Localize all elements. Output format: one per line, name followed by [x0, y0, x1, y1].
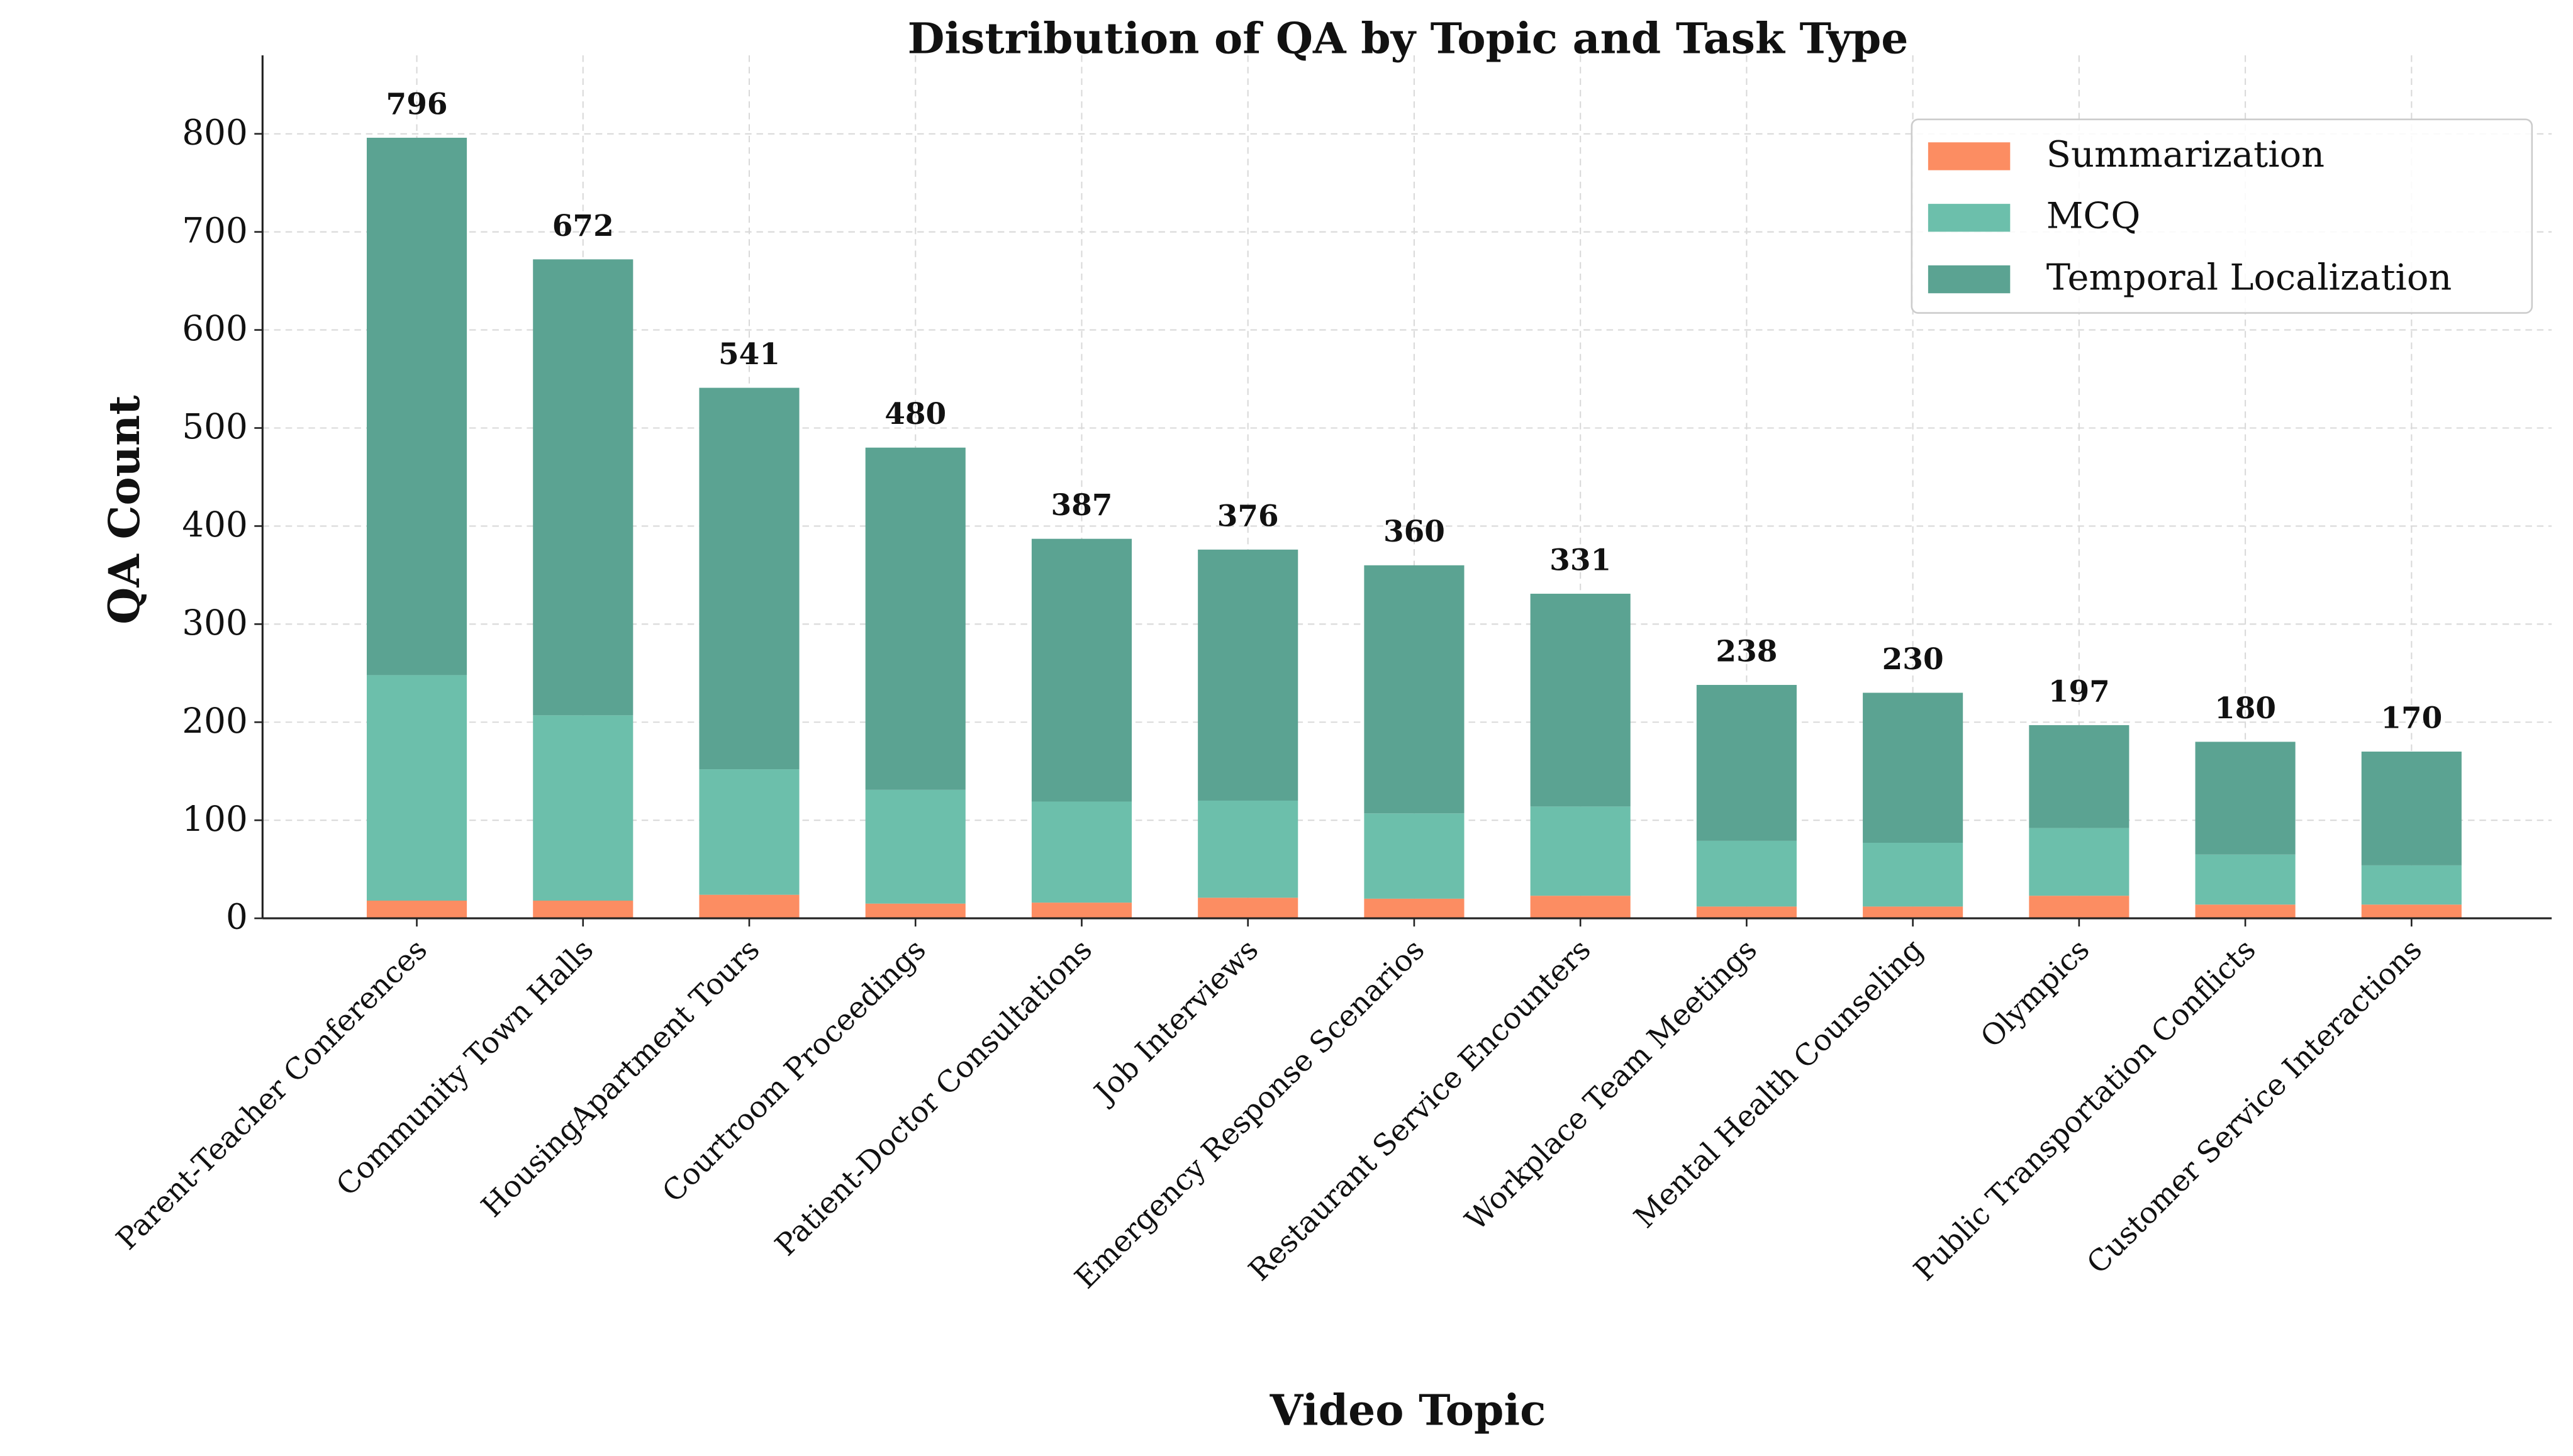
x-tick-label: Customer Service Interactions [2080, 932, 2429, 1281]
bar-segment [1198, 549, 1298, 801]
bar-segment [366, 675, 467, 901]
bar-segment [2029, 725, 2129, 828]
bar-segment [1031, 538, 1132, 802]
x-tick-label: Public Transportation Conflicts [1907, 932, 2263, 1287]
bar-segment [1696, 685, 1797, 841]
y-axis-label: QA Count [99, 395, 149, 624]
bar-segment [2361, 752, 2462, 865]
bar-segment [1530, 806, 1631, 896]
bar-segment [1530, 594, 1631, 807]
bar-segment [2195, 854, 2296, 905]
total-label: 376 [1217, 499, 1279, 533]
x-tick-label: Patient-Doctor Consultations [769, 932, 1099, 1262]
legend-swatch [1928, 142, 2011, 170]
total-label: 387 [1051, 488, 1112, 523]
total-label: 331 [1549, 543, 1611, 577]
x-tick-label: Olympics [1974, 932, 2096, 1054]
total-label: 180 [2214, 691, 2276, 726]
total-label: 541 [718, 337, 780, 372]
bar-segment [1863, 906, 1963, 919]
bar-segment [1696, 840, 1797, 907]
chart-title: Distribution of QA by Topic and Task Typ… [908, 13, 1909, 64]
legend-swatch [1928, 204, 2011, 232]
y-tick-label: 600 [182, 308, 248, 348]
y-tick-label: 100 [182, 799, 248, 839]
bar-segment [533, 259, 633, 716]
bar-segment [1863, 843, 1963, 907]
legend: Summarization MCQ Temporal Localization [1911, 118, 2533, 314]
x-tick-label: Mental Health Counseling [1627, 932, 1930, 1235]
bar-segment [1696, 906, 1797, 919]
total-label: 480 [885, 397, 946, 431]
bar-segment [2361, 865, 2462, 905]
legend-label: Summarization [2046, 133, 2325, 175]
x-tick-label: Restaurant Service Encounters [1242, 932, 1597, 1287]
legend-label: MCQ [2046, 195, 2141, 237]
bar-segment [2195, 742, 2296, 855]
bar-segment [533, 715, 633, 901]
bar-segment [1530, 896, 1631, 919]
x-tick-label: Parent-Teacher Conferences [109, 932, 434, 1257]
bar-segment [2361, 904, 2462, 919]
x-tick-label: Workplace Team Meetings [1459, 932, 1764, 1237]
bar-segment [1863, 692, 1963, 843]
x-tick-label: Job Interviews [1086, 932, 1266, 1111]
bar-segment [1198, 800, 1298, 898]
bar-segment [1031, 801, 1132, 903]
x-tick-label: Courtroom Proceedings [656, 932, 932, 1209]
bar-segment [1364, 565, 1465, 814]
bar-segment [366, 138, 467, 675]
legend-box [1911, 118, 2533, 314]
y-tick-label: 800 [182, 112, 248, 152]
bar-segment [699, 387, 800, 770]
y-tick-label: 500 [182, 406, 248, 447]
bar-segment [699, 894, 800, 919]
total-label: 238 [1716, 634, 1777, 669]
bar-segment [2029, 896, 2129, 919]
bar-segment [865, 447, 966, 790]
bar-segment [1031, 903, 1132, 919]
y-tick-label: 700 [182, 210, 248, 250]
total-label: 360 [1383, 514, 1445, 549]
bar-segment [2195, 904, 2296, 919]
bar-segment [2029, 828, 2129, 896]
y-tick-label: 300 [182, 603, 248, 643]
bar-segment [865, 789, 966, 904]
y-tick-label: 400 [182, 504, 248, 545]
total-label: 672 [552, 209, 614, 243]
y-tick-label: 0 [226, 897, 248, 937]
total-label: 197 [2048, 674, 2110, 709]
legend-swatch [1928, 265, 2011, 294]
bar-segment [1364, 813, 1465, 899]
bar-segment [533, 901, 633, 919]
bar-segment [699, 769, 800, 895]
bar-segment [865, 903, 966, 919]
bar-segment [1198, 897, 1298, 919]
total-label: 796 [386, 87, 448, 121]
x-tick-label: Emergency Response Scenarios [1068, 932, 1431, 1295]
total-label: 230 [1882, 642, 1944, 677]
y-tick-label: 200 [182, 701, 248, 741]
legend-label: Temporal Localization [2046, 256, 2452, 298]
x-axis-label: Video Topic [1270, 1384, 1546, 1435]
bar-segment [366, 901, 467, 919]
bar-segment [1364, 898, 1465, 919]
total-label: 170 [2380, 701, 2442, 735]
x-tick-label: HousingApartment Tours [475, 932, 767, 1224]
